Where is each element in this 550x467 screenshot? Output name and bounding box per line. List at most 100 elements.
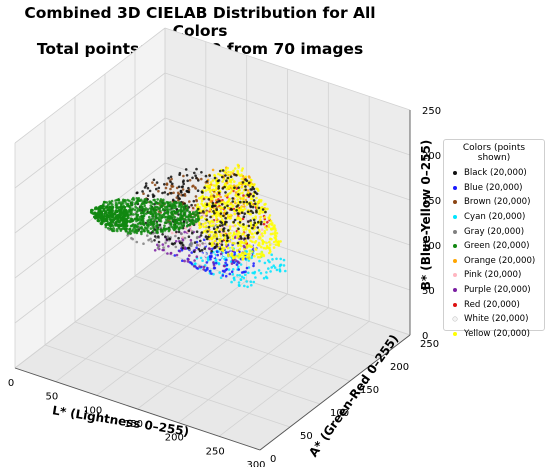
data-point [250,209,253,213]
data-point [188,218,191,221]
data-point [167,201,170,204]
grid-line [14,252,166,369]
data-point [118,201,122,204]
data-point [163,205,167,209]
data-point [225,267,229,271]
data-point [179,218,182,222]
data-point [184,226,187,230]
data-point [224,216,227,220]
data-point [265,241,268,245]
data-point [162,198,165,202]
data-point [253,272,256,275]
data-point [205,254,208,258]
data-point [262,246,266,250]
legend-item: Red (20,000) [448,297,540,312]
data-point [135,215,139,219]
legend: Colors (points shown) Black (20,000) Blue… [443,139,545,339]
data-point [218,247,222,251]
data-point [211,196,214,199]
data-point [225,258,228,262]
data-point [212,254,216,257]
data-point [238,247,242,251]
data-point [245,224,249,228]
data-point [182,222,186,225]
data-point [250,256,253,260]
data-point [270,228,273,231]
data-point [252,199,256,202]
data-point [165,221,168,224]
grid-line [44,344,291,428]
data-point [146,234,149,237]
data-point [101,217,104,221]
data-point [202,204,205,208]
data-point [244,185,247,188]
x-tick-label: 200 [165,433,184,444]
data-point [148,215,151,219]
data-point [146,221,150,224]
data-point [115,210,119,214]
data-point [217,194,220,198]
data-point [168,208,172,211]
data-point [248,193,252,196]
data-point [225,220,228,224]
data-point [236,198,239,201]
data-point [258,212,262,215]
data-point [95,215,99,219]
legend-label: Cyan (20,000) [464,212,526,223]
data-point [208,208,212,212]
data-point [173,210,176,213]
data-point [141,222,144,225]
data-point [252,218,256,222]
data-point [194,174,197,177]
data-point [226,176,230,180]
data-point [116,213,120,217]
data-point [185,174,189,177]
data-point [221,274,225,277]
data-point [248,202,251,205]
data-point [209,255,213,259]
data-point [231,241,234,245]
data-point [284,269,287,273]
data-point [132,198,136,201]
data-point [221,175,224,179]
data-point [163,191,167,194]
data-point [209,215,212,219]
data-point [114,201,118,205]
data-point [205,203,209,206]
data-point [149,227,153,230]
data-point [229,171,233,174]
z-tick-label: 150 [422,196,441,207]
data-point [130,208,134,212]
data-point [124,228,127,231]
data-point [247,271,250,275]
data-point [264,226,267,229]
data-point [252,223,255,227]
legend-item: Cyan (20,000) [448,210,540,225]
data-point [229,232,232,235]
data-point [153,198,156,202]
data-point [247,181,251,185]
legend-marker [453,229,457,234]
data-point [110,219,114,222]
data-point [164,241,167,245]
data-point [215,217,218,220]
data-point [151,181,154,184]
data-point [167,214,171,218]
z-tick-label: 200 [422,151,441,162]
data-point [258,259,261,263]
data-point [204,184,207,187]
data-point [198,249,202,253]
data-point [212,220,215,224]
data-point [164,235,167,238]
data-point [201,259,204,263]
data-point [232,232,236,236]
data-point [231,234,234,237]
data-point [213,176,217,180]
data-point [236,265,240,269]
data-point [207,247,211,250]
data-point [183,236,187,240]
data-point [169,180,172,184]
grid-line [104,298,351,382]
data-point [224,168,228,171]
data-point [264,210,267,214]
